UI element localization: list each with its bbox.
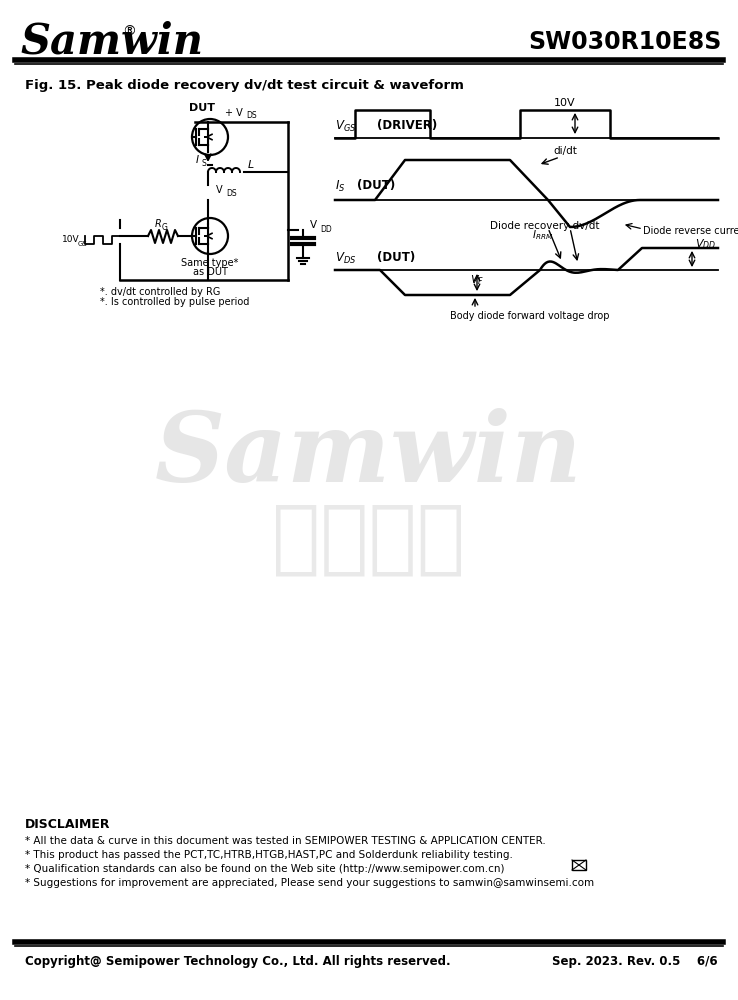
Text: $V_{DS}$: $V_{DS}$: [335, 250, 356, 266]
Text: di/dt: di/dt: [553, 146, 577, 156]
Text: DD: DD: [320, 225, 332, 233]
Text: GS: GS: [78, 241, 88, 247]
Text: (DRIVER): (DRIVER): [377, 119, 437, 132]
Text: * All the data & curve in this document was tested in SEMIPOWER TESTING & APPLIC: * All the data & curve in this document …: [25, 836, 545, 846]
Text: ®: ®: [122, 25, 136, 39]
Text: R: R: [155, 219, 162, 229]
Text: Diode recovery dv/dt: Diode recovery dv/dt: [490, 221, 599, 231]
Text: G: G: [162, 224, 168, 232]
Text: L: L: [248, 160, 255, 170]
Text: $I_{RRM}$: $I_{RRM}$: [532, 228, 554, 242]
Text: Body diode forward voltage drop: Body diode forward voltage drop: [450, 311, 610, 321]
Text: 10V: 10V: [554, 98, 576, 108]
Text: 内部保密: 内部保密: [272, 501, 466, 579]
Text: Same type*: Same type*: [182, 258, 238, 268]
Text: $I_S$: $I_S$: [335, 178, 345, 194]
Text: I: I: [196, 155, 199, 165]
Text: DS: DS: [246, 111, 257, 120]
Text: *. Is controlled by pulse period: *. Is controlled by pulse period: [100, 297, 249, 307]
Text: Diode reverse current: Diode reverse current: [643, 226, 738, 236]
Text: * This product has passed the PCT,TC,HTRB,HTGB,HAST,PC and Solderdunk reliabilit: * This product has passed the PCT,TC,HTR…: [25, 850, 513, 860]
Text: * Suggestions for improvement are appreciated, Please send your suggestions to s: * Suggestions for improvement are apprec…: [25, 878, 594, 888]
Text: DISCLAIMER: DISCLAIMER: [25, 818, 111, 832]
Text: V: V: [216, 185, 223, 195]
Text: (DUT): (DUT): [377, 251, 415, 264]
Text: Sep. 2023. Rev. 0.5    6/6: Sep. 2023. Rev. 0.5 6/6: [552, 956, 718, 968]
Text: + V: + V: [225, 108, 243, 118]
Text: Samwin: Samwin: [20, 21, 203, 63]
Text: S: S: [202, 159, 207, 168]
Text: (DUT): (DUT): [357, 180, 396, 192]
Text: Fig. 15. Peak diode recovery dv/dt test circuit & waveform: Fig. 15. Peak diode recovery dv/dt test …: [25, 79, 464, 92]
Text: SW030R10E8S: SW030R10E8S: [528, 30, 722, 54]
Text: DS: DS: [226, 190, 237, 198]
Text: 10V: 10V: [62, 235, 80, 244]
Text: Samwin: Samwin: [155, 408, 583, 502]
Bar: [572, 860, 586, 870]
Text: $V_{GS}$: $V_{GS}$: [335, 118, 356, 134]
Text: * Qualification standards can also be found on the Web site (http://www.semipowe: * Qualification standards can also be fo…: [25, 864, 505, 874]
Text: DUT: DUT: [189, 103, 215, 113]
Text: as DUT: as DUT: [193, 267, 227, 277]
Text: *. dv/dt controlled by RG: *. dv/dt controlled by RG: [100, 287, 221, 297]
Text: $V_{DD}$: $V_{DD}$: [695, 237, 716, 251]
Text: Copyright@ Semipower Technology Co., Ltd. All rights reserved.: Copyright@ Semipower Technology Co., Ltd…: [25, 956, 451, 968]
Text: V: V: [310, 220, 317, 230]
Text: $V_F$: $V_F$: [470, 273, 484, 287]
